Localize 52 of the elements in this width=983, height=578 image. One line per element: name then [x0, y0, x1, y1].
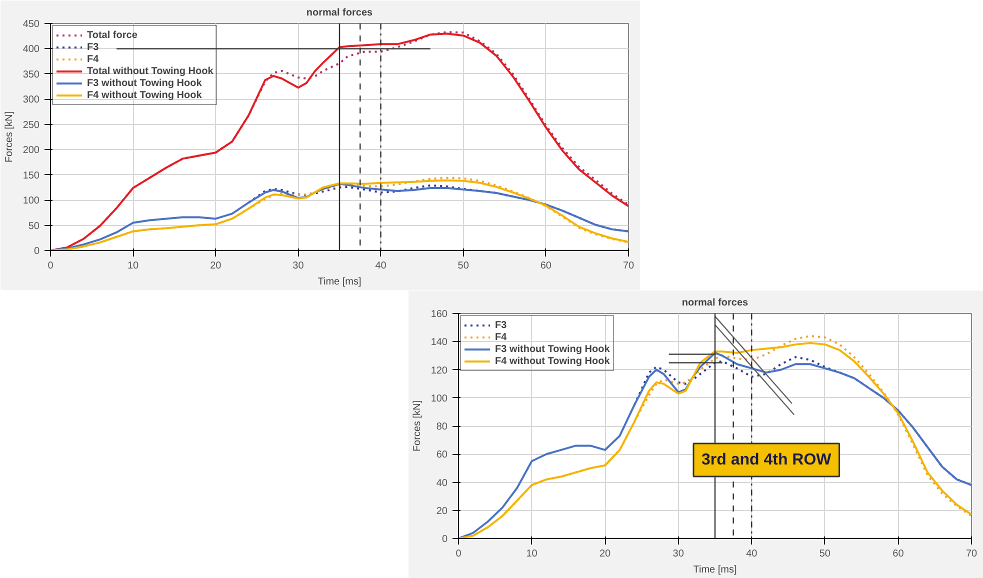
legend-label: F3: [87, 41, 100, 53]
legend-label: F3 without Towing Hook: [495, 343, 610, 355]
y-tick-label: 300: [22, 94, 40, 106]
y-tick-label: 160: [430, 309, 448, 320]
y-tick-label: 450: [22, 19, 40, 30]
x-tick-label: 50: [458, 260, 470, 272]
x-tick-label: 0: [48, 260, 54, 272]
x-tick-label: 0: [456, 548, 462, 560]
y-tick-label: 200: [22, 145, 40, 156]
y-tick-label: 40: [436, 478, 448, 489]
y-tick-label: 0: [34, 246, 40, 257]
legend-label: Total without Towing Hook: [87, 65, 214, 77]
x-tick-label: 20: [210, 260, 222, 272]
legend-label: F4 without Towing Hook: [87, 89, 202, 101]
legend-label: F4: [87, 53, 100, 65]
chart-title: normal forces: [682, 298, 749, 308]
legend-label: Total force: [87, 29, 138, 41]
x-tick-label: 30: [672, 548, 684, 560]
x-tick-label: 40: [375, 260, 387, 272]
x-axis-title: Time [ms]: [693, 564, 737, 576]
y-tick-label: 100: [22, 196, 40, 207]
x-tick-label: 10: [128, 260, 140, 272]
y-tick-label: 80: [436, 422, 448, 432]
legend-label: F4: [495, 331, 508, 343]
x-tick-label: 70: [966, 548, 978, 560]
x-tick-label: 60: [892, 548, 904, 560]
x-tick-label: 50: [819, 548, 831, 560]
y-tick-label: 120: [430, 365, 448, 376]
y-tick-label: 250: [22, 120, 40, 131]
y-axis-title: Forces [kN]: [4, 111, 15, 163]
legend-label: F4 without Towing Hook: [495, 355, 610, 367]
annotation: 3rd and 4th ROW: [702, 452, 832, 468]
y-tick-label: 350: [22, 69, 40, 80]
x-axis-title: Time [ms]: [318, 276, 362, 288]
x-tick-label: 30: [292, 260, 304, 272]
chart-title: normal forces: [306, 8, 374, 18]
legend-label: F3: [495, 319, 508, 331]
y-tick-label: 400: [22, 44, 40, 56]
x-tick-label: 10: [526, 548, 538, 560]
y-tick-label: 20: [436, 506, 448, 517]
x-tick-label: 60: [540, 260, 552, 272]
y-tick-label: 60: [436, 450, 448, 461]
x-tick-label: 20: [600, 548, 612, 560]
y-tick-label: 150: [22, 170, 40, 182]
x-tick-label: 70: [622, 260, 634, 272]
y-tick-label: 50: [28, 220, 40, 232]
y-axis-title: Forces [kN]: [412, 400, 423, 452]
y-tick-label: 140: [430, 337, 448, 348]
y-tick-label: 0: [442, 534, 448, 545]
x-tick-label: 40: [746, 548, 758, 560]
legend-label: F3 without Towing Hook: [87, 77, 202, 89]
y-tick-label: 100: [430, 393, 448, 404]
